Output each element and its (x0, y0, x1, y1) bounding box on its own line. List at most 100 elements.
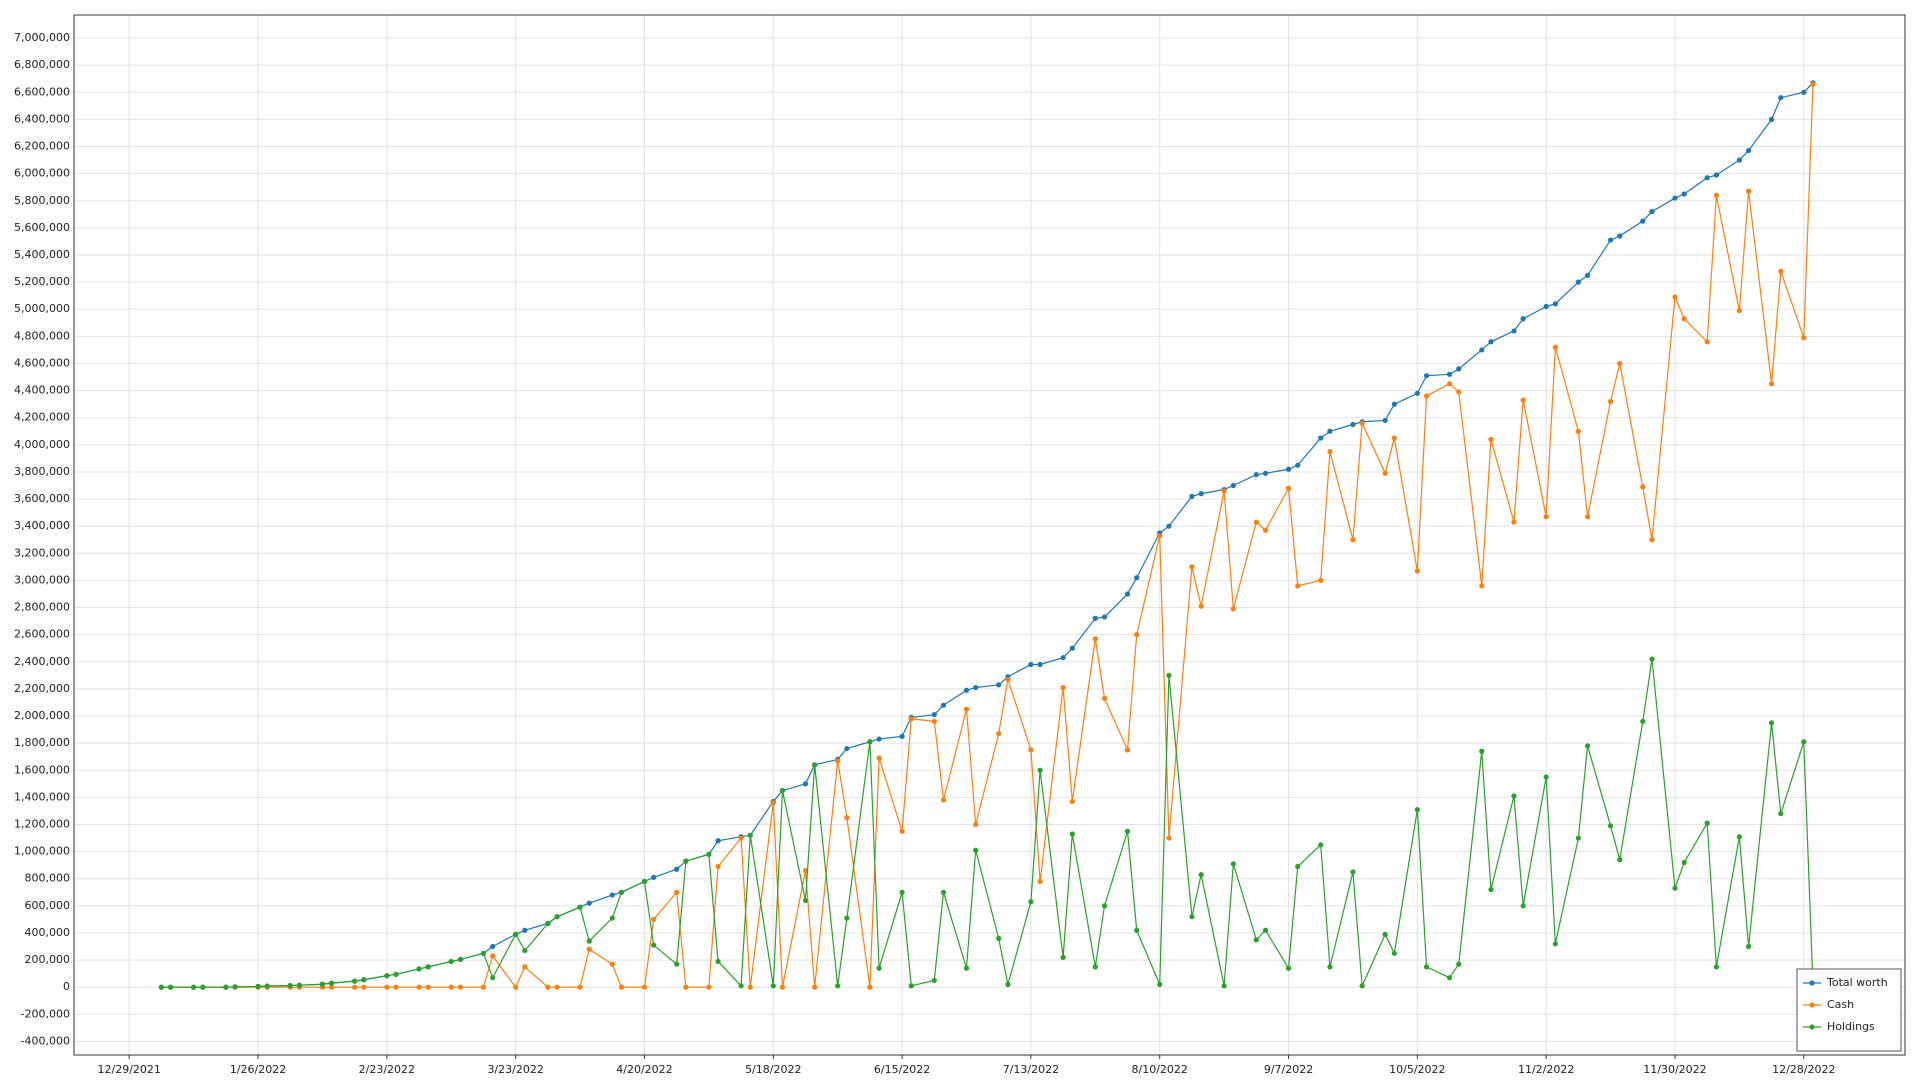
data-point (1092, 615, 1098, 621)
data-point (1230, 482, 1236, 489)
data-point (1124, 828, 1131, 834)
data-point (674, 961, 680, 967)
y-tick-label: 5,000,000 (14, 302, 70, 315)
data-point (996, 731, 1002, 737)
data-point (1101, 695, 1108, 701)
legend-label: Cash (1827, 998, 1854, 1011)
data-point (329, 984, 335, 990)
data-point (1810, 81, 1816, 87)
data-point (232, 984, 238, 990)
data-point (1198, 872, 1204, 878)
data-point (393, 984, 399, 990)
data-point (715, 838, 721, 844)
data-point (973, 821, 979, 828)
data-point (1607, 398, 1614, 405)
data-point (609, 915, 615, 921)
y-tick-label: 800,000 (25, 872, 71, 885)
data-point (1285, 965, 1292, 971)
data-point (844, 815, 850, 821)
data-point (1745, 147, 1752, 154)
data-point (1704, 339, 1710, 345)
data-point (223, 984, 229, 990)
data-point (1221, 983, 1227, 989)
data-point (352, 978, 358, 984)
data-point (480, 950, 487, 956)
y-tick-label: 3,600,000 (14, 492, 70, 505)
data-point (1262, 470, 1269, 476)
data-point (1382, 931, 1388, 937)
data-point (812, 762, 818, 768)
data-point (1768, 381, 1775, 387)
data-point (1350, 537, 1356, 543)
y-tick-label: 6,800,000 (14, 58, 70, 71)
data-point (802, 867, 809, 874)
data-point (1801, 739, 1807, 745)
data-point (651, 874, 657, 880)
data-point (1391, 435, 1397, 441)
data-point (747, 832, 753, 838)
data-point (319, 981, 326, 987)
data-point (835, 983, 841, 989)
data-point (715, 958, 721, 965)
data-point (1768, 720, 1775, 726)
data-point (1253, 519, 1259, 525)
y-tick-label: 1,200,000 (14, 817, 70, 830)
data-point (908, 716, 914, 722)
x-tick-label: 5/18/2022 (745, 1063, 801, 1076)
data-point (545, 920, 551, 927)
data-point (876, 736, 882, 742)
data-point (1230, 861, 1236, 867)
data-point (522, 927, 528, 933)
data-point (1060, 655, 1066, 661)
data-point (1382, 417, 1388, 424)
x-tick-label: 2/23/2022 (359, 1063, 415, 1076)
data-point (1543, 303, 1549, 310)
legend-swatch (1809, 1002, 1815, 1008)
data-point (1037, 767, 1043, 773)
legend-label: Holdings (1827, 1020, 1875, 1033)
data-point (1456, 366, 1462, 372)
data-point (1166, 835, 1172, 841)
y-tick-label: -200,000 (21, 1007, 70, 1020)
y-tick-label: 4,600,000 (14, 356, 70, 369)
data-point (940, 797, 947, 803)
data-point (867, 739, 873, 745)
data-point (1488, 339, 1494, 345)
data-point (1423, 964, 1430, 970)
y-tick-label: -400,000 (21, 1034, 70, 1047)
data-point (1511, 328, 1517, 334)
data-point (908, 983, 914, 989)
data-point (973, 847, 979, 853)
data-point (1768, 116, 1775, 123)
data-point (1092, 964, 1098, 970)
data-point (1681, 191, 1687, 197)
data-point (522, 964, 528, 970)
y-tick-label: 6,000,000 (14, 167, 70, 180)
data-point (674, 866, 680, 872)
data-point (287, 982, 293, 989)
data-point (1617, 233, 1623, 239)
data-point (490, 975, 496, 981)
data-point (586, 946, 592, 952)
series-line (161, 84, 1814, 989)
data-point (1704, 175, 1710, 181)
data-point (1584, 514, 1591, 520)
data-point (1028, 661, 1034, 668)
y-tick-label: 4,400,000 (14, 384, 70, 397)
y-tick-label: 400,000 (25, 926, 71, 939)
data-point (931, 718, 937, 725)
data-point (1350, 869, 1356, 875)
data-point (384, 973, 390, 979)
data-point (1640, 718, 1646, 725)
data-point (1166, 523, 1172, 529)
data-point (1584, 743, 1591, 749)
data-point (651, 942, 657, 948)
data-point (1134, 632, 1140, 638)
data-point (1575, 279, 1581, 285)
data-point (1028, 899, 1034, 905)
data-point (1327, 428, 1333, 434)
data-point (1778, 811, 1784, 817)
data-point (586, 938, 592, 944)
